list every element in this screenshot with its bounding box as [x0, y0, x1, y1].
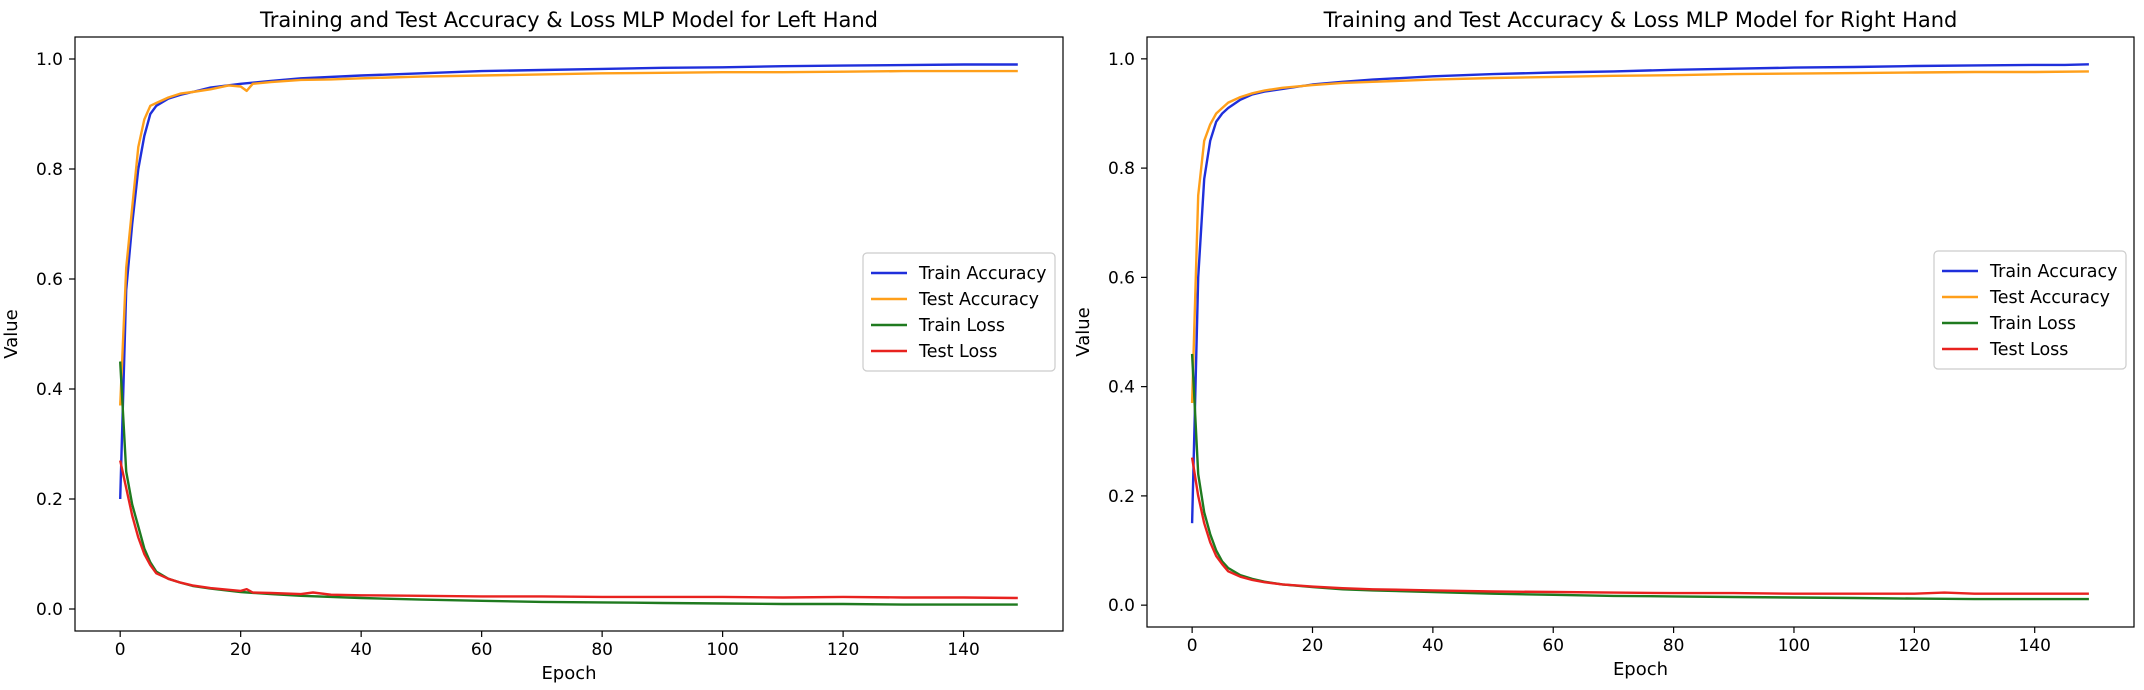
left-axes-frame	[74, 36, 1064, 632]
left-y-tick-label: 0.6	[36, 270, 63, 290]
left-train-accuracy-line	[119, 63, 1018, 500]
left-x-tick-label: 80	[591, 640, 613, 660]
left-y-tick-label: 1.0	[36, 50, 63, 70]
right-x-tick-label: 20	[1302, 636, 1324, 656]
right-legend-label-test-loss: Test Loss	[1989, 340, 2068, 360]
left-legend: Train Accuracy Test Accuracy Train Loss Tes…	[862, 252, 1056, 372]
left-y-tick-label: 0.4	[36, 380, 63, 400]
right-x-tick-label: 40	[1422, 636, 1444, 656]
right-x-tick-label: 0	[1187, 636, 1198, 656]
left-x-tick-label: 120	[827, 640, 859, 660]
right-x-tick-label: 80	[1663, 636, 1685, 656]
right-train-accuracy-line	[1190, 63, 2089, 524]
right-axes-frame	[1146, 36, 2135, 628]
right-x-tick-label: 60	[1542, 636, 1564, 656]
right-legend-box	[1933, 250, 2127, 370]
right-y-tick-label: 0.6	[1108, 268, 1135, 288]
left-legend-label-test-accuracy: Test Accuracy	[918, 290, 1039, 310]
left-x-tick-label: 0	[115, 640, 126, 660]
left-y-tick-label: 0.0	[36, 600, 63, 620]
right-chart-xlabel: Epoch	[1613, 659, 1668, 680]
left-x-tick-label: 40	[350, 640, 372, 660]
right-x-tick-label: 120	[1898, 636, 1930, 656]
left-test-loss-line	[119, 460, 1018, 600]
left-chart-title: Training and Test Accuracy & Loss MLP Mo…	[259, 8, 878, 32]
right-y-tick-label: 0.4	[1108, 378, 1135, 398]
right-test-accuracy-line	[1190, 70, 2089, 404]
right-test-loss-line	[1190, 457, 2089, 595]
left-hand-chart: Training and Test Accuracy & Loss MLP Mo…	[1, 8, 1064, 684]
left-test-accuracy-line	[119, 69, 1018, 406]
left-x-tick-label: 100	[706, 640, 738, 660]
right-y-tick-label: 0.2	[1108, 487, 1135, 507]
left-x-tick-label: 20	[230, 640, 252, 660]
right-chart-ylabel: Value	[1073, 307, 1094, 356]
right-legend-label-train-accuracy: Train Accuracy	[1989, 262, 2117, 282]
left-y-tick-label: 0.8	[36, 160, 63, 180]
right-x-tick-label: 100	[1778, 636, 1810, 656]
left-legend-box	[862, 252, 1056, 372]
left-legend-label-test-loss: Test Loss	[918, 342, 997, 362]
right-y-tick-label: 0.0	[1108, 596, 1135, 616]
right-hand-chart: Training and Test Accuracy & Loss MLP Mo…	[1073, 8, 2135, 680]
right-train-loss-line	[1190, 353, 2089, 601]
right-legend: Train Accuracy Test Accuracy Train Loss Tes…	[1933, 250, 2127, 370]
left-legend-label-train-loss: Train Loss	[918, 316, 1005, 336]
left-x-tick-label: 140	[947, 640, 979, 660]
left-y-tick-label: 0.2	[36, 490, 63, 510]
right-y-tick-label: 0.8	[1108, 159, 1135, 179]
left-train-loss-line	[119, 361, 1018, 606]
right-legend-label-test-accuracy: Test Accuracy	[1989, 288, 2110, 308]
right-chart-title: Training and Test Accuracy & Loss MLP Mo…	[1323, 8, 1958, 32]
right-x-tick-label: 140	[2018, 636, 2050, 656]
right-y-tick-label: 1.0	[1108, 50, 1135, 70]
left-x-tick-label: 60	[471, 640, 493, 660]
left-legend-label-train-accuracy: Train Accuracy	[918, 264, 1046, 284]
left-chart-xlabel: Epoch	[541, 663, 596, 684]
right-legend-label-train-loss: Train Loss	[1989, 314, 2076, 334]
left-chart-ylabel: Value	[1, 309, 22, 358]
